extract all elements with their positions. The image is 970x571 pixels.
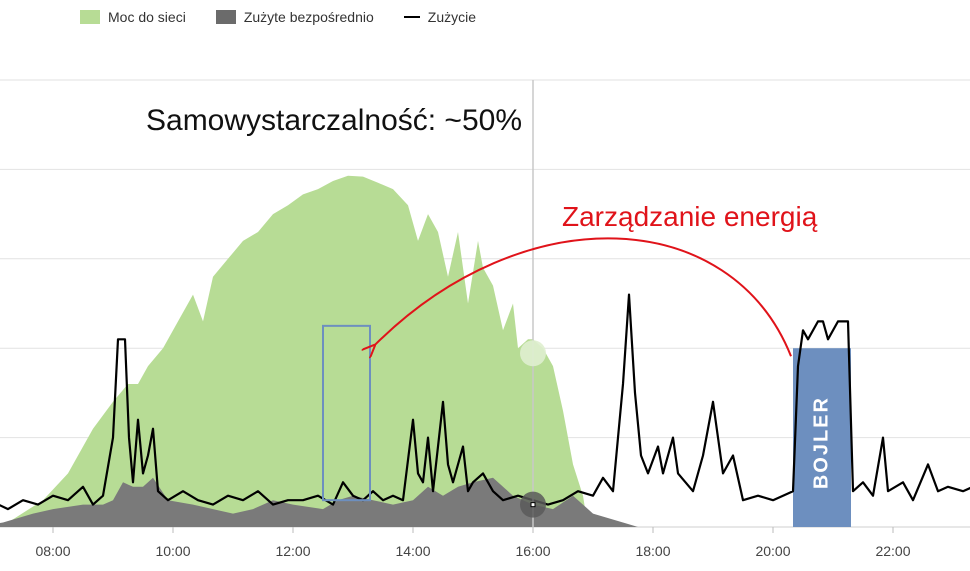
x-tick-label: 20:00: [755, 543, 790, 559]
x-tick-label: 14:00: [395, 543, 430, 559]
cursor-marker-grid-export: [520, 340, 546, 367]
boiler-bar: [793, 348, 851, 527]
legend-swatch-grid-export: [80, 10, 100, 24]
line-series: [0, 293, 970, 511]
legend-item-grid-export[interactable]: Moc do sieci: [80, 9, 186, 25]
overlay: [322, 80, 792, 527]
energy-arrow: [374, 237, 792, 356]
x-axis: 08:00 10:00 12:00 14:00 16:00 18:00 20:00 22:00: [35, 527, 911, 559]
legend-label-direct-use: Zużyte bezpośrednio: [243, 9, 374, 25]
boiler-label: BOJLER: [810, 396, 832, 489]
area-series: [0, 175, 638, 527]
series-area-grid-export: [0, 175, 588, 527]
series-line-consumption: [0, 293, 970, 511]
boiler-block: BOJLER: [793, 348, 851, 527]
target-time-box: [322, 324, 371, 502]
legend-item-consumption[interactable]: Zużycie: [403, 9, 477, 25]
x-tick-label: 16:00: [515, 543, 550, 559]
chart-legend: Moc do sieci Zużyte bezpośrednio Zużycie: [80, 6, 476, 28]
energy-management-annotation: Zarządzanie energią: [562, 201, 818, 232]
legend-label-grid-export: Moc do sieci: [108, 9, 186, 25]
legend-swatch-direct-use: [215, 10, 236, 24]
legend-swatch-consumption: [403, 16, 420, 18]
legend-item-direct-use[interactable]: Zużyte bezpośrednio: [215, 9, 374, 25]
legend-label-consumption: Zużycie: [427, 9, 477, 25]
series-area-direct-use: [0, 477, 638, 527]
x-tick-label: 10:00: [155, 543, 190, 559]
x-tick-label: 22:00: [875, 543, 910, 559]
x-tick-label: 08:00: [35, 543, 70, 559]
x-tick-label: 18:00: [635, 543, 670, 559]
x-tick-label: 12:00: [275, 543, 310, 559]
cursor-marker-consumption: [530, 502, 536, 508]
self-sufficiency-annotation: Samowystarczalność: ~50%: [146, 104, 522, 137]
